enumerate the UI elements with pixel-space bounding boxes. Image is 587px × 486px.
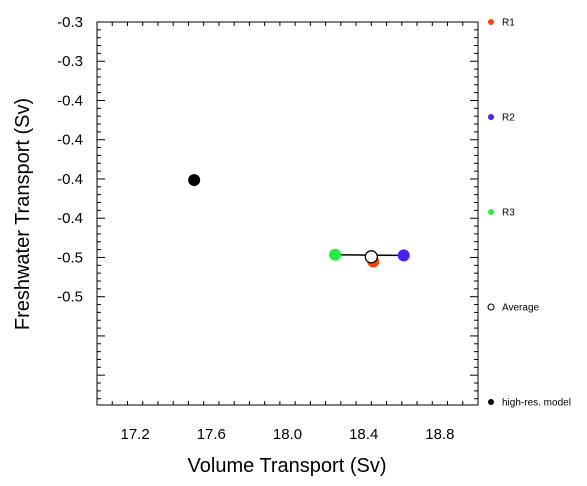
x-axis-title: Volume Transport (Sv): [188, 455, 387, 477]
legend-marker-average: [487, 303, 495, 311]
y-tick-label: -0.3: [57, 14, 83, 31]
legend-marker-r2: [488, 114, 494, 120]
legend-label-average: Average: [502, 303, 540, 314]
legend-label-r3: R3: [502, 208, 515, 219]
axis-ticks: [96, 21, 479, 405]
x-tick-label: 18.0: [273, 426, 302, 443]
legend-marker-r1: [488, 19, 494, 25]
y-tick-label: -0.4: [57, 92, 83, 109]
data-point-r2: [397, 249, 410, 262]
legend-marker-high-res-model: [488, 399, 494, 405]
data-point-average: [364, 250, 378, 264]
x-tick-label: 18.4: [349, 426, 378, 443]
legend-label-high-res-model: high-res. model: [502, 398, 571, 409]
legend-label-r2: R2: [502, 113, 515, 124]
plot-frame: [96, 21, 479, 406]
y-tick-label: -0.3: [57, 53, 83, 70]
data-point-r3: [329, 248, 342, 261]
x-tick-labels: 17.2 17.6 18.0 18.4 18.8: [120, 426, 454, 443]
y-tick-label: -0.4: [57, 171, 83, 188]
y-tick-label: -0.5: [57, 249, 83, 266]
x-tick-label: 17.6: [197, 426, 226, 443]
y-tick-label: -0.4: [57, 132, 83, 149]
data-points: [188, 174, 410, 268]
y-axis-title: Freshwater Transport (Sv): [12, 98, 34, 330]
legend-label-r1: R1: [502, 18, 515, 29]
x-tick-label: 18.8: [425, 426, 454, 443]
legend-marker-r3: [488, 209, 494, 215]
x-tick-label: 17.2: [120, 426, 149, 443]
y-tick-labels: -0.3 -0.3 -0.4 -0.4 -0.4 -0.4 -0.5 -0.5: [57, 14, 83, 306]
data-point-high-res-model: [188, 174, 201, 187]
legend: R1 R2 R3 Average high-res. model: [487, 18, 571, 409]
y-tick-label: -0.5: [57, 289, 83, 306]
y-tick-label: -0.4: [57, 210, 83, 227]
